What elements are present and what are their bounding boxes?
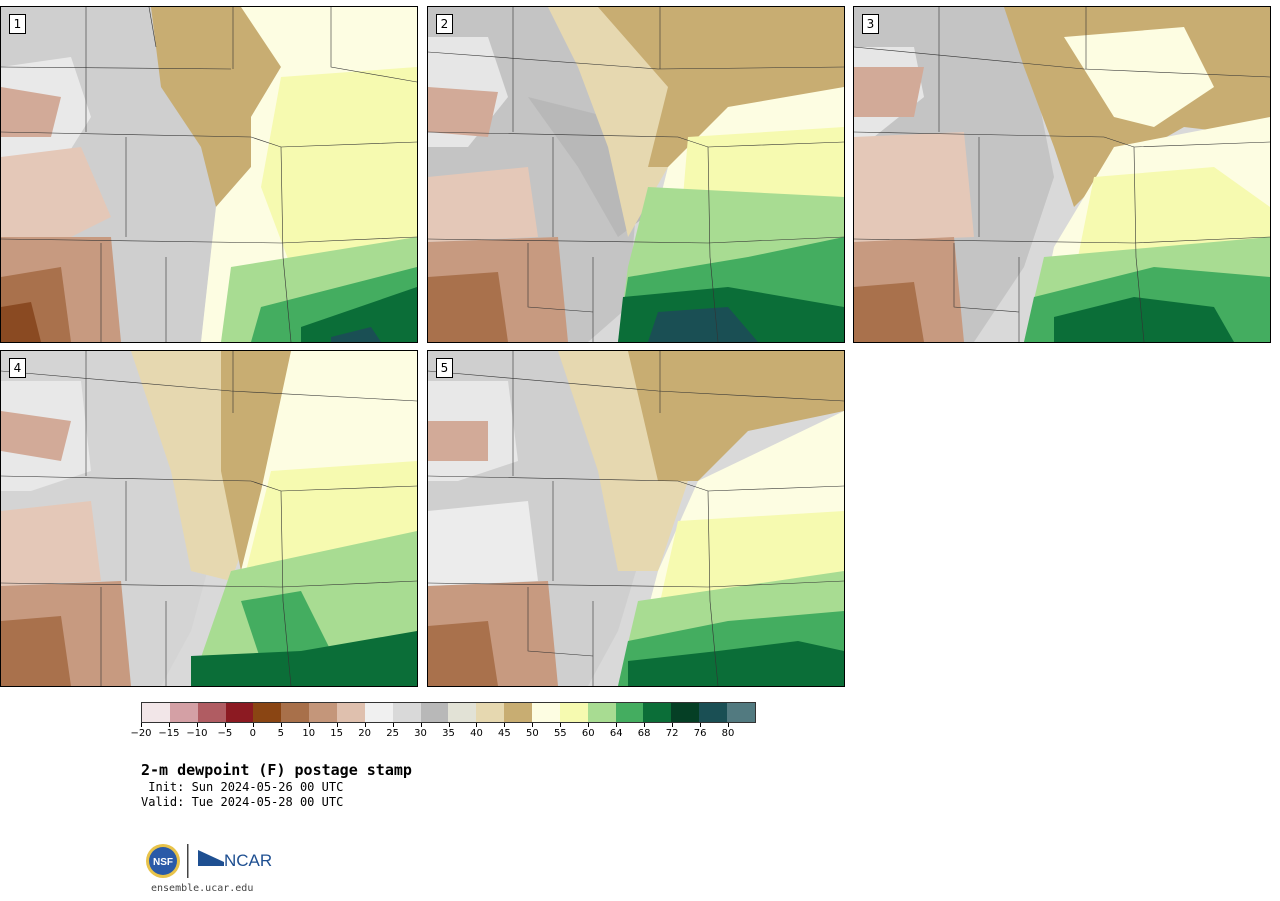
postage-stamp-panel-4: 4 <box>0 350 418 687</box>
colorbar-tick-label: 45 <box>498 728 511 739</box>
colorbar-swatch <box>225 703 254 722</box>
colorbar-swatch <box>281 703 310 722</box>
colorbar-tick <box>532 723 534 727</box>
colorbar-swatch <box>448 703 477 722</box>
colorbar-tick-label: 80 <box>721 728 735 739</box>
colorbar-tick-label: −15 <box>158 728 180 739</box>
dewpoint-colorbar <box>141 702 756 723</box>
colorbar-tick <box>280 723 282 727</box>
site-url: ensemble.ucar.edu <box>151 883 254 894</box>
init-time: Init: Sun 2024-05-26 00 UTC <box>141 780 344 794</box>
colorbar-swatch <box>420 703 449 722</box>
colorbar-swatch <box>587 703 616 722</box>
colorbar-tick <box>196 723 198 727</box>
colorbar-tick-label: −20 <box>130 728 152 739</box>
dewpoint-map-5 <box>428 351 844 686</box>
colorbar-tick-label: 5 <box>277 728 284 739</box>
panel-number: 5 <box>436 358 453 378</box>
colorbar-swatch <box>337 703 365 722</box>
colorbar-tick-label: 60 <box>581 728 595 739</box>
colorbar-tick <box>308 723 310 727</box>
colorbar-tick <box>476 723 478 727</box>
ncar-logo-text: NCAR <box>224 851 272 870</box>
colorbar-swatch <box>142 703 170 722</box>
colorbar-tick <box>224 723 226 727</box>
colorbar-tick-label: 40 <box>470 728 483 739</box>
colorbar-swatch <box>476 703 505 722</box>
colorbar-swatch <box>309 703 338 722</box>
colorbar-tick <box>672 723 674 727</box>
dewpoint-map-2 <box>428 7 844 342</box>
colorbar-tick <box>588 723 590 727</box>
colorbar-tick <box>141 723 142 727</box>
postage-stamp-panel-5: 5 <box>427 350 845 687</box>
colorbar-swatch <box>532 703 560 722</box>
colorbar-tick-label: −10 <box>186 728 208 739</box>
colorbar-tick <box>560 723 562 727</box>
dewpoint-map-3 <box>854 7 1270 342</box>
panel-number: 4 <box>9 358 26 378</box>
postage-stamp-panel-1: 1 <box>0 6 418 343</box>
colorbar-tick <box>448 723 450 727</box>
colorbar-tick-label: 72 <box>665 728 679 739</box>
colorbar-tick-label: 10 <box>302 728 316 739</box>
chart-title: 2-m dewpoint (F) postage stamp <box>141 761 412 779</box>
colorbar-swatch <box>504 703 533 722</box>
colorbar-tick <box>420 723 422 727</box>
colorbar-swatch <box>671 703 700 722</box>
colorbar-tick-label: 35 <box>442 728 455 739</box>
dewpoint-map-4 <box>1 351 417 686</box>
colorbar-tick-label: 25 <box>386 728 399 739</box>
colorbar-tick <box>252 723 254 727</box>
colorbar-tick <box>504 723 506 727</box>
colorbar-swatch <box>364 703 393 722</box>
colorbar-tick <box>616 723 618 727</box>
panel-number: 1 <box>9 14 26 34</box>
panel-number: 3 <box>862 14 879 34</box>
colorbar-tick-label: 20 <box>358 728 371 739</box>
colorbar-tick-label: 55 <box>553 728 567 739</box>
colorbar-swatch <box>169 703 198 722</box>
colorbar-swatch <box>643 703 672 722</box>
colorbar-swatch <box>559 703 588 722</box>
colorbar-tick <box>728 723 730 727</box>
colorbar-tick <box>336 723 338 727</box>
colorbar-tick <box>392 723 394 727</box>
colorbar-tick-label: 50 <box>525 728 539 739</box>
colorbar-swatch <box>253 703 282 722</box>
colorbar-tick-label: 0 <box>249 728 256 739</box>
colorbar-tick-label: 76 <box>693 728 707 739</box>
colorbar-ticks: −20 −15 −10 −5 0 5 10 15 20 25 30 35 40 45 50 55 60 64 68 7… <box>130 723 756 745</box>
valid-time: Valid: Tue 2024-05-28 00 UTC <box>141 795 344 809</box>
panel-number: 2 <box>436 14 453 34</box>
colorbar-tick-label: 15 <box>330 728 344 739</box>
colorbar-swatch <box>727 703 755 722</box>
postage-stamp-panel-2: 2 <box>427 6 845 343</box>
colorbar-tick <box>644 723 646 727</box>
colorbar-tick-label: 68 <box>637 728 651 739</box>
colorbar-tick-label: −5 <box>217 728 233 739</box>
colorbar-swatch <box>615 703 644 722</box>
postage-stamp-panel-3: 3 <box>853 6 1271 343</box>
colorbar-swatch <box>392 703 421 722</box>
colorbar-tick <box>700 723 702 727</box>
colorbar-tick <box>168 723 170 727</box>
colorbar-swatch <box>699 703 728 722</box>
dewpoint-map-1 <box>1 7 417 342</box>
nsf-logo-text: NSF <box>153 857 173 868</box>
colorbar-tick <box>364 723 366 727</box>
colorbar-swatch <box>197 703 226 722</box>
colorbar-tick-label: 64 <box>609 728 623 739</box>
nsf-ncar-logo: NSF NCAR <box>146 844 272 878</box>
colorbar-tick-label: 30 <box>414 728 427 739</box>
